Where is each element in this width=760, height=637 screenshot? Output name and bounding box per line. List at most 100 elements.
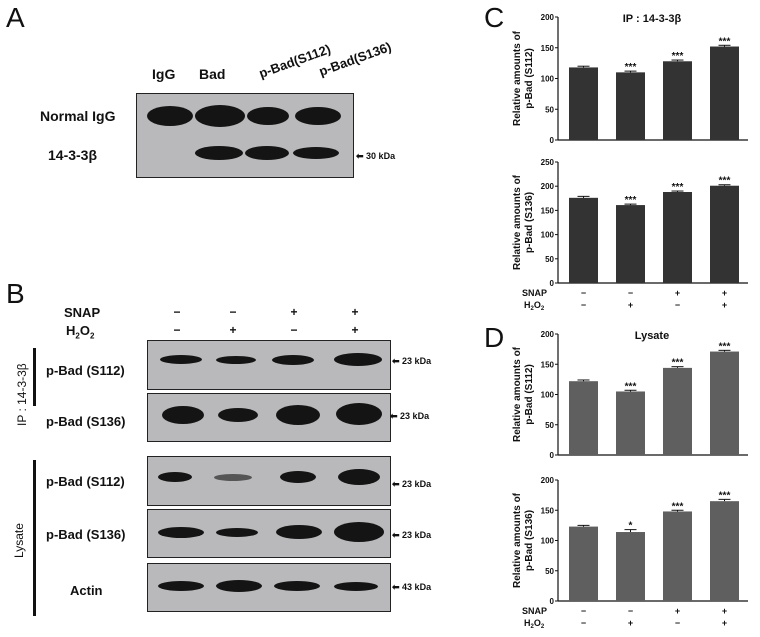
h2o2-sign: + (351, 323, 359, 337)
significance-marker: *** (672, 51, 684, 62)
h2o2-label: H2O2 (66, 323, 95, 341)
svg-text:p-Bad (S112): p-Bad (S112) (524, 48, 535, 109)
bar (616, 532, 645, 601)
band (334, 522, 384, 542)
band (334, 353, 382, 366)
blot-lysate-actin (147, 563, 391, 612)
snap-label: SNAP (522, 288, 547, 298)
y-tick-label: 200 (541, 330, 555, 339)
band (280, 471, 316, 483)
blot-ip-s112 (147, 340, 391, 390)
marker-23kda: ⬅ 23 kDa (392, 530, 432, 540)
marker-43kda: ⬅ 43 kDa (392, 582, 432, 592)
row-label-lysate-s136: p-Bad (S136) (46, 527, 126, 542)
marker-23kda: ⬅ 23 kDa (392, 479, 432, 489)
bar (663, 192, 692, 283)
significance-marker: *** (625, 195, 637, 206)
y-tick-label: 100 (541, 231, 555, 240)
y-tick-label: 0 (550, 279, 555, 288)
h2o2-label: H2O2 (524, 300, 545, 312)
h2o2-sign: + (229, 323, 237, 337)
h2o2-sign: + (628, 300, 633, 310)
blot-panel-a (136, 93, 354, 178)
marker-30kda: ⬅ 30 kDa (356, 151, 396, 161)
y-tick-label: 50 (545, 105, 554, 114)
lane-label-igg: IgG (152, 66, 176, 82)
h2o2-sign: + (722, 618, 727, 628)
marker-23kda: ⬅ 23 kDa (392, 356, 432, 366)
band (195, 146, 243, 160)
bar (663, 61, 692, 140)
band (147, 106, 193, 126)
svg-text:Relative amounts of: Relative amounts of (512, 492, 523, 588)
y-tick-label: 100 (541, 537, 555, 546)
svg-text:Relative amounts of: Relative amounts of (512, 30, 523, 126)
h2o2-sign: + (722, 300, 727, 310)
h2o2-sign: + (628, 618, 633, 628)
panel-letter-a: A (6, 2, 25, 33)
snap-sign: − (581, 288, 586, 298)
significance-marker: * (629, 521, 633, 532)
y-tick-label: 50 (545, 255, 554, 264)
y-tick-label: 100 (541, 75, 555, 84)
snap-sign: + (722, 606, 727, 616)
band (245, 146, 289, 160)
band (216, 528, 258, 537)
blot-ip-s136 (147, 393, 391, 442)
h2o2-sign: − (675, 618, 680, 628)
bar (569, 526, 598, 601)
significance-marker: *** (625, 62, 637, 73)
bar (616, 72, 645, 140)
y-axis-label: Relative amounts of p-Bad (S112) (512, 30, 535, 126)
significance-marker: *** (625, 381, 637, 392)
band (216, 580, 262, 592)
significance-marker: *** (719, 490, 731, 501)
h2o2-sign: − (581, 618, 586, 628)
significance-marker: *** (719, 341, 731, 352)
h2o2-sign: − (173, 323, 181, 337)
y-tick-label: 150 (541, 506, 555, 515)
band (272, 355, 314, 365)
h2o2-sign: − (290, 323, 298, 337)
y-axis-label: Relative amounts of p-Bad (S136) (512, 174, 535, 270)
marker-23kda: ⬅ 23 kDa (390, 411, 430, 421)
bar (663, 367, 692, 455)
band (336, 403, 382, 425)
row-label-normal-igg: Normal IgG (40, 108, 116, 124)
snap-sign: + (722, 288, 727, 298)
bar (616, 391, 645, 455)
significance-marker: *** (672, 358, 684, 369)
band (162, 406, 204, 424)
snap-sign: − (628, 288, 633, 298)
snap-sign: + (675, 288, 680, 298)
snap-label: SNAP (522, 606, 547, 616)
y-tick-label: 200 (541, 13, 555, 22)
row-label-lysate-s112: p-Bad (S112) (46, 474, 125, 489)
panel-letter-d: D (484, 322, 505, 353)
significance-marker: *** (672, 182, 684, 193)
y-tick-label: 0 (550, 451, 555, 460)
h2o2-sign: − (675, 300, 680, 310)
y-tick-label: 0 (550, 136, 555, 145)
y-tick-label: 50 (545, 421, 554, 430)
h2o2-label: H2O2 (524, 618, 545, 630)
band (160, 355, 202, 364)
band (338, 469, 380, 485)
y-tick-label: 200 (541, 476, 555, 485)
svg-text:Relative amounts of: Relative amounts of (512, 346, 523, 442)
row-label-14-3-3b: 14-3-3β (48, 147, 98, 163)
row-label-actin: Actin (70, 583, 103, 598)
band (216, 356, 256, 364)
y-tick-label: 100 (541, 391, 555, 400)
snap-label: SNAP (64, 305, 101, 320)
band (247, 107, 289, 125)
snap-sign: − (628, 606, 633, 616)
bar (616, 205, 645, 283)
snap-sign: + (675, 606, 680, 616)
snap-sign: + (351, 305, 359, 319)
y-tick-label: 150 (541, 44, 555, 53)
band (295, 107, 341, 125)
band (293, 147, 339, 159)
band (274, 581, 320, 591)
h2o2-sign: − (581, 300, 586, 310)
